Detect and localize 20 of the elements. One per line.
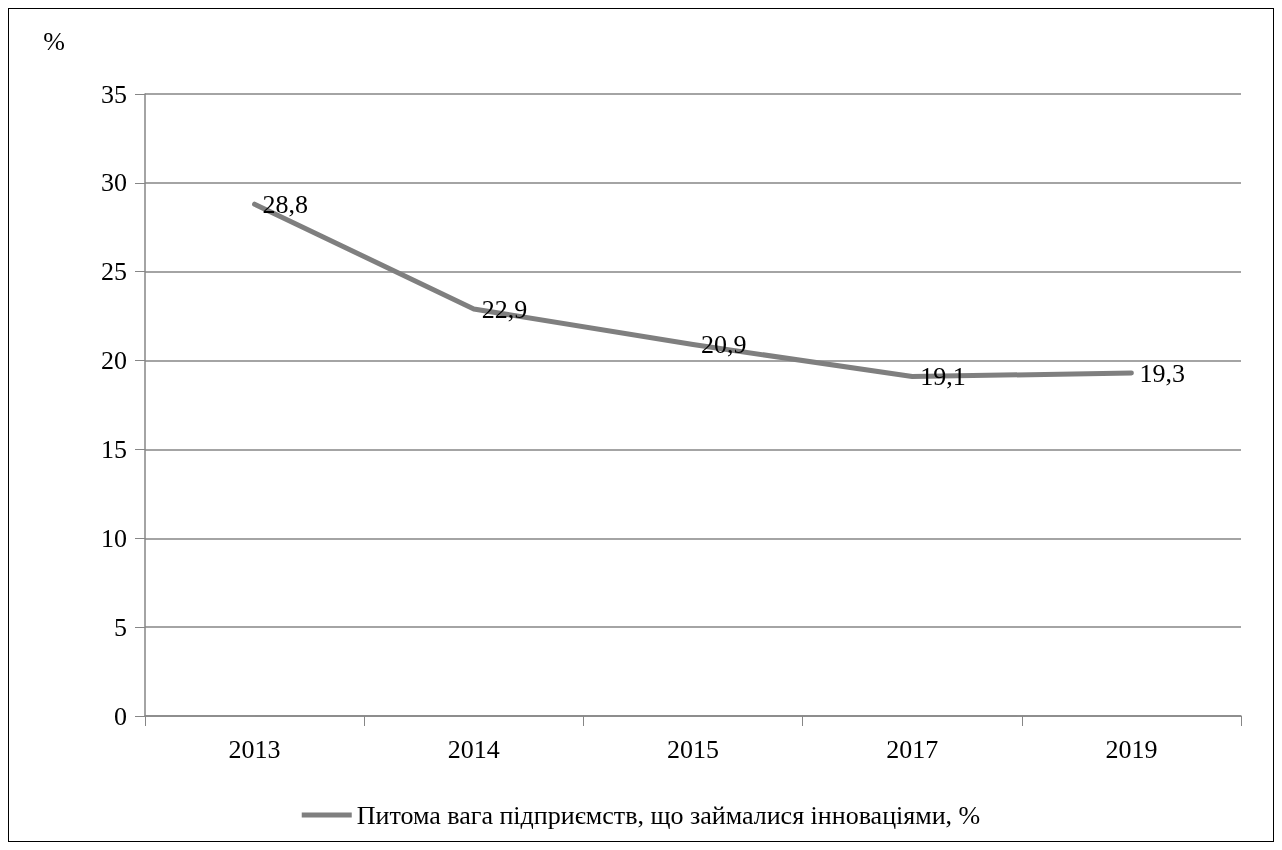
y-axis-title: %	[43, 26, 65, 56]
x-tick-label: 2013	[228, 734, 281, 764]
y-tick-label: 15	[101, 434, 127, 464]
y-tick-label: 0	[114, 701, 127, 731]
x-tick-label: 2014	[447, 734, 500, 764]
data-label: 28,8	[262, 189, 309, 219]
data-label: 19,3	[1139, 358, 1185, 388]
y-tick-label: 35	[101, 79, 127, 109]
y-tick-label: 30	[101, 168, 127, 198]
x-tick-label: 2019	[1105, 734, 1158, 764]
y-tick-label: 5	[114, 612, 127, 642]
legend-label: Питома вага підприємств, що займалися інноваціями, %	[356, 800, 981, 830]
y-tick-label: 20	[101, 346, 127, 376]
x-tick-label: 2015	[667, 734, 719, 764]
x-tick-label: 2017	[886, 734, 939, 764]
data-label: 22,9	[481, 294, 528, 324]
y-tick-label: 25	[101, 257, 127, 287]
y-tick-label: 10	[101, 523, 127, 553]
data-label: 19,1	[920, 362, 966, 392]
data-label: 20,9	[701, 330, 747, 360]
